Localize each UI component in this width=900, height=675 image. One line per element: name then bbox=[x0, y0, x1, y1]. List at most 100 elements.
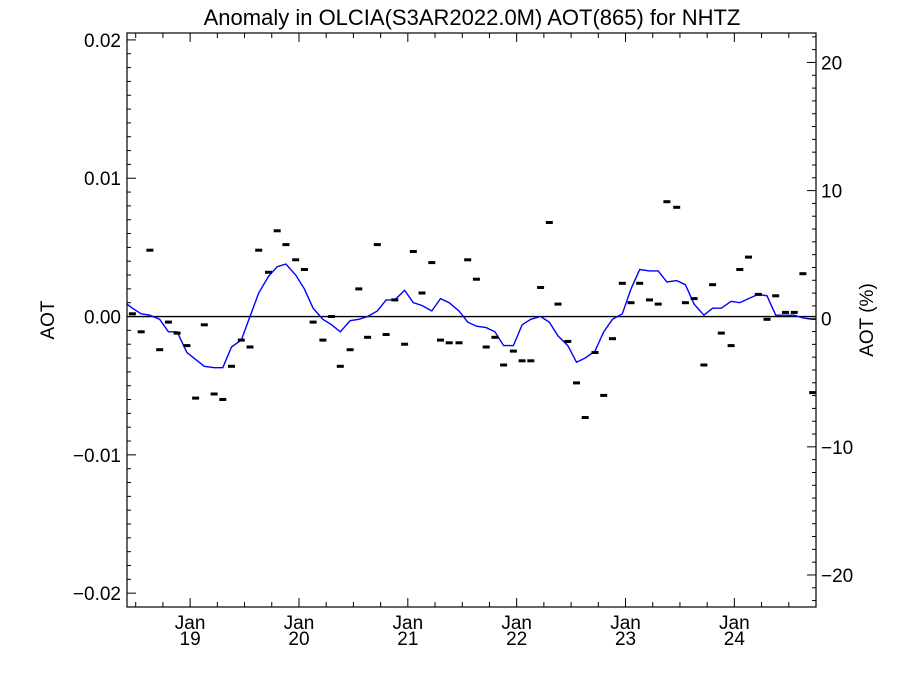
x-tick-label-month: Jan bbox=[175, 613, 206, 634]
monthly-marker bbox=[509, 349, 517, 353]
x-tick-label-month: Jan bbox=[284, 613, 315, 634]
y-right-tick-label: −10 bbox=[821, 438, 853, 459]
monthly-marker bbox=[591, 351, 599, 354]
monthly-marker bbox=[736, 268, 744, 271]
monthly-marker bbox=[727, 344, 735, 348]
monthly-marker bbox=[782, 310, 789, 314]
monthly-marker bbox=[618, 281, 626, 285]
monthly-marker bbox=[646, 298, 653, 302]
monthly-marker bbox=[554, 302, 562, 306]
monthly-marker bbox=[409, 250, 417, 253]
monthly-marker bbox=[482, 345, 490, 349]
monthly-marker bbox=[745, 255, 752, 259]
y-right-tick-label: 10 bbox=[821, 182, 842, 203]
monthly-marker bbox=[346, 348, 354, 352]
monthly-marker bbox=[537, 286, 545, 289]
monthly-marker bbox=[673, 205, 681, 209]
monthly-marker bbox=[799, 272, 807, 276]
plot-frame bbox=[126, 32, 817, 608]
x-tick-label-year: 19 bbox=[180, 629, 201, 650]
monthly-marker bbox=[173, 331, 181, 335]
x-tick-label-month: Jan bbox=[501, 613, 532, 634]
monthly-marker bbox=[772, 294, 780, 298]
monthly-marker bbox=[717, 331, 725, 335]
monthly-marker bbox=[183, 344, 191, 348]
monthly-marker bbox=[246, 345, 254, 349]
monthly-marker bbox=[146, 248, 154, 252]
monthly-marker bbox=[763, 317, 771, 321]
monthly-marker bbox=[328, 315, 336, 318]
x-tick-label-year: 23 bbox=[615, 629, 636, 650]
monthly-marker bbox=[200, 323, 208, 327]
monthly-marker bbox=[391, 298, 399, 302]
y-right-tick-label: 0 bbox=[821, 310, 832, 331]
monthly-marker bbox=[210, 392, 218, 396]
monthly-marker bbox=[228, 364, 235, 368]
monthly-marker bbox=[237, 338, 245, 342]
monthly-marker bbox=[373, 243, 381, 247]
monthly-marker bbox=[164, 320, 172, 324]
monthly-marker bbox=[627, 301, 635, 305]
monthly-marker bbox=[809, 391, 817, 395]
monthly-marker bbox=[292, 258, 300, 262]
monthly-marker bbox=[273, 229, 281, 233]
x-tick-label-year: 20 bbox=[288, 629, 309, 650]
monthly-marker bbox=[336, 364, 344, 368]
x-tick-label-month: Jan bbox=[393, 613, 424, 634]
monthly-marker bbox=[681, 301, 689, 305]
right-axis: 20 10 0 −10 −20 bbox=[807, 36, 853, 602]
monthly-marker bbox=[300, 268, 308, 271]
monthly-marker bbox=[282, 243, 290, 247]
monthly-marker bbox=[581, 416, 589, 419]
monthly-marker bbox=[472, 277, 480, 281]
monthly-marker bbox=[255, 248, 263, 252]
monthly-marker bbox=[690, 297, 698, 301]
monthly-marker bbox=[219, 398, 227, 401]
monthly-marker bbox=[464, 258, 472, 262]
monthly-marker bbox=[401, 342, 409, 346]
monthly-marker bbox=[309, 320, 317, 324]
y-tick-label: −0.02 bbox=[73, 584, 121, 605]
monthly-marker bbox=[418, 291, 426, 295]
y-tick-label: −0.01 bbox=[73, 446, 121, 467]
monthly-marker bbox=[636, 281, 644, 285]
monthly-marker bbox=[573, 381, 580, 385]
left-axis: 0.02 0.01 0.00 −0.01 −0.02 bbox=[73, 31, 136, 608]
monthly-marker bbox=[663, 200, 671, 204]
x-tick-label-month: Jan bbox=[719, 613, 750, 634]
monthly-marker bbox=[428, 261, 436, 265]
monthly-markers-layer bbox=[128, 200, 817, 419]
x-tick-label-year: 21 bbox=[397, 629, 418, 650]
monthly-marker bbox=[265, 270, 272, 274]
monthly-marker bbox=[319, 338, 327, 342]
y-tick-label: 0.01 bbox=[84, 169, 121, 190]
monthly-marker bbox=[137, 330, 145, 334]
x-tick-label-year: 22 bbox=[506, 629, 527, 650]
monthly-marker bbox=[709, 283, 717, 287]
monthly-marker bbox=[355, 287, 363, 291]
monthly-marker bbox=[437, 338, 444, 342]
monthly-marker bbox=[545, 221, 553, 224]
monthly-marker bbox=[455, 341, 463, 345]
monthly-marker bbox=[192, 396, 200, 400]
monthly-marker bbox=[364, 335, 372, 339]
monthly-marker bbox=[600, 393, 608, 397]
y-axis-label-right: AOT (%) bbox=[857, 283, 878, 357]
y-axis-label: AOT bbox=[38, 300, 59, 339]
y-tick-label: 0.02 bbox=[84, 31, 121, 52]
monthly-marker bbox=[500, 363, 508, 367]
y-right-tick-label: −20 bbox=[821, 566, 853, 587]
monthly-marker bbox=[609, 337, 616, 341]
monthly-marker bbox=[128, 312, 136, 316]
monthly-marker bbox=[700, 363, 708, 367]
monthly-marker bbox=[518, 359, 526, 363]
y-right-tick-label: 20 bbox=[821, 53, 842, 74]
x-tick-label-month: Jan bbox=[610, 613, 641, 634]
chart-title: Anomaly in OLCIA(S3AR2022.0M) AOT(865) f… bbox=[204, 5, 741, 30]
monthly-marker bbox=[491, 335, 499, 339]
y-tick-label: 0.00 bbox=[84, 308, 121, 329]
monthly-marker bbox=[445, 341, 453, 345]
